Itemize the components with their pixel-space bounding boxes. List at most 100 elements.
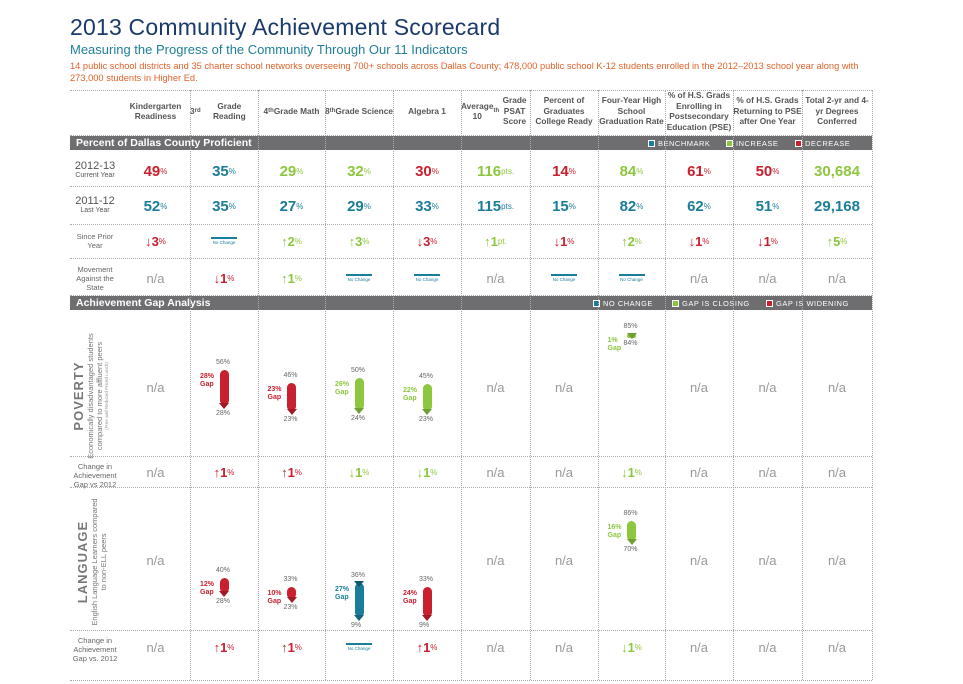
language_gaps-gap-arrow-4 (626, 538, 637, 545)
grid-vline (665, 90, 666, 680)
language_gaps-gap-bottom-label-2: 9% (351, 621, 362, 629)
state-cell-10: n/a (827, 270, 847, 286)
poverty_gaps-gap-value-0: 28% Gap (200, 373, 215, 388)
poverty_gaps-gap-value-2: 26% Gap (335, 380, 350, 396)
prior-cell-1: No Change (190, 226, 258, 256)
column-header-10: Total 2-yr and 4-yr Degrees Conferred (805, 95, 869, 127)
language-na-9: n/a (758, 552, 777, 568)
language_gaps-gap-top-label-2: 36% (351, 572, 366, 579)
language_gaps-gap-bar-0 (219, 578, 229, 593)
prior-cell-3: ↑3% (348, 233, 370, 249)
state-cell-6: No Change (530, 262, 598, 294)
language_change-cell-1: ↑1% (213, 639, 235, 655)
language-na-10: n/a (827, 552, 847, 568)
state-cell-7: No Change (598, 262, 665, 294)
page-subtitle: Measuring the Progress of the Community … (70, 42, 468, 57)
language_gaps-gap-arrow-2 (354, 614, 364, 621)
prior-cell-7: ↑2% (621, 233, 642, 249)
grid-hline (70, 456, 872, 457)
last-cell-6: 15% (552, 197, 576, 215)
current-cell-4: 30% (415, 162, 439, 180)
poverty_change-cell-9: n/a (758, 464, 777, 480)
legend-gap-widening: GAP IS WIDENING (766, 299, 849, 308)
legend-decrease: DECREASE (795, 139, 850, 148)
prior-cell-6: ↓1% (553, 233, 575, 249)
poverty_change-cell-10: n/a (827, 464, 847, 480)
language_gaps-gap-arrow-3 (422, 614, 432, 621)
poverty_change-cell-7: ↓1% (621, 464, 642, 480)
prior-cell-4: ↓3% (416, 233, 438, 249)
language_change-cell-5: n/a (486, 639, 505, 655)
section-gap-title: Achievement Gap Analysis (76, 297, 211, 309)
poverty_gaps-gap-top-label-4: 85% (623, 322, 638, 330)
legend-increase: INCREASE (726, 139, 778, 148)
legend-gap-closing: GAP IS CLOSING (672, 299, 750, 308)
poverty_change-cell-1: ↑1% (213, 464, 235, 480)
prior-cell-5: ↑1 pt. (484, 233, 507, 249)
prior-cell-9: ↓1% (757, 233, 778, 249)
grid-vline (872, 90, 873, 680)
current-cell-2: 29% (279, 162, 304, 180)
language_change-cell-10: n/a (827, 639, 847, 655)
grid-hline (70, 630, 872, 631)
state-cell-3: No Change (325, 262, 393, 294)
language_gaps-gap-top-label-0: 40% (216, 567, 231, 574)
state-cell-4: No Change (393, 262, 461, 294)
poverty_gaps-gap-value-4: 1% Gap (607, 336, 622, 352)
current-cell-7: 84% (619, 162, 644, 180)
language_gaps-gap-bottom-label-0: 28% (216, 598, 231, 605)
language_change-cell-2: ↑1% (281, 639, 302, 655)
row-label-poverty-change: Change in Achievement Gap vs 2012 (73, 462, 117, 489)
last-cell-10: 29,168 (814, 197, 860, 215)
poverty_change-cell-0: n/a (146, 464, 165, 480)
poverty_gaps-gap-bottom-label-1: 23% (283, 416, 298, 424)
language-na-6: n/a (554, 552, 574, 568)
poverty_gaps-gap-arrow-2 (354, 408, 364, 414)
poverty_gaps-gap-arrow-3 (422, 409, 432, 416)
poverty_change-cell-2: ↑1% (281, 464, 302, 480)
language_gaps-gap-bottom-label-3: 9% (419, 621, 430, 629)
state-cell-0: n/a (146, 270, 165, 286)
current-cell-9: 50% (755, 162, 780, 180)
language-label: LANGUAGE English Language Learners compa… (75, 498, 108, 626)
grid-vline (530, 90, 531, 680)
current-cell-6: 14% (552, 162, 576, 180)
state-cell-5: n/a (486, 270, 505, 286)
page-title: 2013 Community Achievement Scorecard (70, 14, 501, 40)
grid-vline (461, 90, 462, 680)
current-cell-8: 61% (687, 162, 711, 180)
grid-vline (598, 90, 599, 680)
poverty-na-0: n/a (146, 380, 165, 395)
prior-cell-10: ↑5% (826, 233, 848, 249)
language_gaps-gap-top-label-3: 33% (419, 575, 434, 583)
poverty_gaps-gap-top-label-0: 56% (216, 359, 231, 366)
poverty-label: POVERTY Economically disadvantaged stude… (71, 333, 109, 459)
last-cell-0: 52% (143, 197, 168, 215)
language_gaps-gap-value-4: 16% Gap (607, 523, 622, 539)
column-header-7: Four-Year High School Graduation Rate (599, 95, 664, 127)
last-cell-3: 29% (347, 197, 371, 215)
last-cell-7: 82% (619, 197, 644, 215)
section-gap-band: Achievement Gap Analysis (70, 296, 872, 310)
page-description: 14 public school districts and 35 charte… (70, 61, 859, 83)
language_gaps-gap-value-1: 10% Gap (267, 589, 282, 605)
poverty_gaps-gap-bar-2 (354, 377, 364, 410)
last-cell-2: 27% (279, 197, 304, 215)
current-cell-1: 35% (212, 162, 236, 180)
column-header-0: Kindergarten Readiness (129, 100, 182, 122)
poverty_gaps-gap-bottom-label-4: 84% (623, 340, 638, 347)
language_gaps-gap-top-marker-2 (354, 581, 364, 587)
column-header-8: % of H.S. Grads Enrolling in Postseconda… (666, 90, 732, 132)
last-cell-5: 115 pts. (476, 197, 515, 215)
poverty_gaps-gap-bar-3 (422, 383, 432, 412)
grid-vline (393, 90, 394, 680)
poverty_gaps-gap-bar-1 (287, 382, 296, 412)
column-header-6: Percent of Graduates College Ready (535, 95, 593, 127)
legend-no-change: NO CHANGE (593, 299, 653, 308)
grid-vline (733, 90, 734, 680)
grid-vline (258, 90, 259, 680)
row-label-state: Movement Against the State (76, 265, 114, 292)
grid-hline (70, 487, 872, 488)
